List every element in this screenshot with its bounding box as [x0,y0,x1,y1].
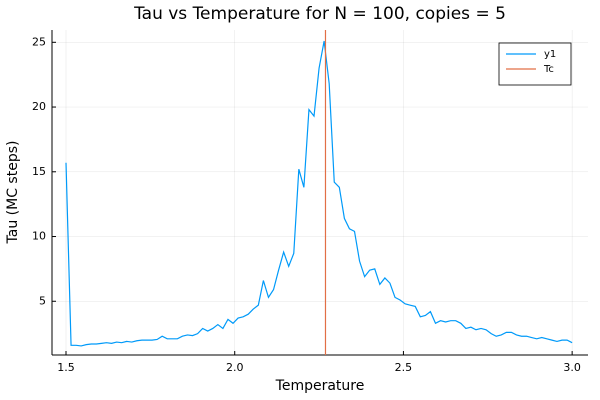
legend-label: y1 [544,49,556,60]
x-tick-label: 2.0 [226,361,244,374]
data-line [65,40,573,347]
legend-label: Tc [543,64,554,75]
x-tick-label: 2.5 [395,361,413,374]
x-tick-label: 3.0 [563,361,581,374]
y-axis-label: Tau (MC steps) [5,141,21,245]
x-axis-label: Temperature [275,378,365,394]
y-tick-label: 20 [32,100,46,113]
chart-title: Tau vs Temperature for N = 100, copies =… [133,4,506,24]
y-tick-label: 15 [32,165,46,178]
x-tick-label: 1.5 [57,361,75,374]
y-tick-label: 25 [32,35,46,48]
y-tick-label: 10 [32,230,46,243]
legend-box [498,42,572,86]
y-tick-label: 5 [39,294,46,307]
